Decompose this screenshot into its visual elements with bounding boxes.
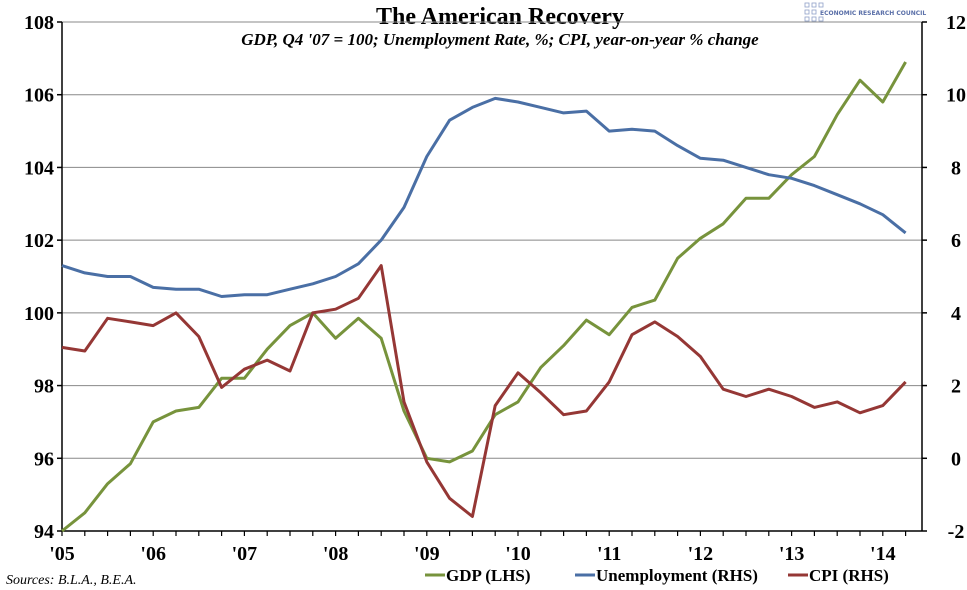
left-tick-label: 108 [24,12,54,34]
axes: 94 96 98 100 102 104 106 108 -2 0 2 4 6 8 10 12 '05 '06 '0… [24,12,966,565]
right-tick-label: 4 [951,303,961,325]
right-tick-label: -2 [948,521,965,543]
chart-title: The American Recovery [376,4,624,30]
gridlines [62,21,922,459]
left-tick-label: 100 [24,303,54,325]
series-line-cpi [61,264,907,518]
logo-text: ECONOMIC RESEARCH COUNCIL [820,10,926,17]
right-tick-label: 6 [951,230,961,252]
left-tick-label: 94 [34,521,54,543]
right-tick-label: 12 [946,12,966,34]
x-tick-label: '07 [232,543,258,565]
x-tick-label: '12 [688,543,714,565]
legend-label: GDP (LHS) [446,566,531,585]
chart-subtitle: GDP, Q4 '07 = 100; Unemployment Rate, %;… [241,30,759,49]
right-tick-label: 8 [951,157,961,179]
x-tick-label: '10 [505,543,531,565]
legend-item: Unemployment (RHS) [575,566,758,585]
series-line-gdp [61,61,907,533]
right-tick-label: 10 [946,85,966,107]
legend: GDP (LHS) Unemployment (RHS) CPI (RHS) [425,566,889,585]
legend-label: Unemployment (RHS) [596,566,758,585]
x-tick-label: '05 [49,543,75,565]
right-tick-label: 0 [951,448,961,470]
x-tick-label: '09 [414,543,440,565]
legend-item: CPI (RHS) [788,566,889,585]
x-tick-label: '11 [597,543,621,565]
source-note: Sources: B.L.A., B.E.A. [6,573,137,588]
left-tick-label: 96 [34,448,54,470]
logo: ECONOMIC RESEARCH COUNCIL [804,2,926,22]
x-tick-label: '14 [870,543,896,565]
legend-item: GDP (LHS) [425,566,531,585]
left-tick-label: 106 [24,85,54,107]
right-tick-label: 2 [951,376,961,398]
series-lines [61,61,907,533]
legend-label: CPI (RHS) [809,566,889,585]
x-tick-label: '08 [323,543,349,565]
series-line-unemployment [61,96,907,298]
x-tick-label: '13 [779,543,805,565]
left-tick-label: 98 [34,376,54,398]
left-tick-label: 104 [24,157,54,179]
left-tick-label: 102 [24,230,54,252]
x-tick-label: '06 [140,543,166,565]
